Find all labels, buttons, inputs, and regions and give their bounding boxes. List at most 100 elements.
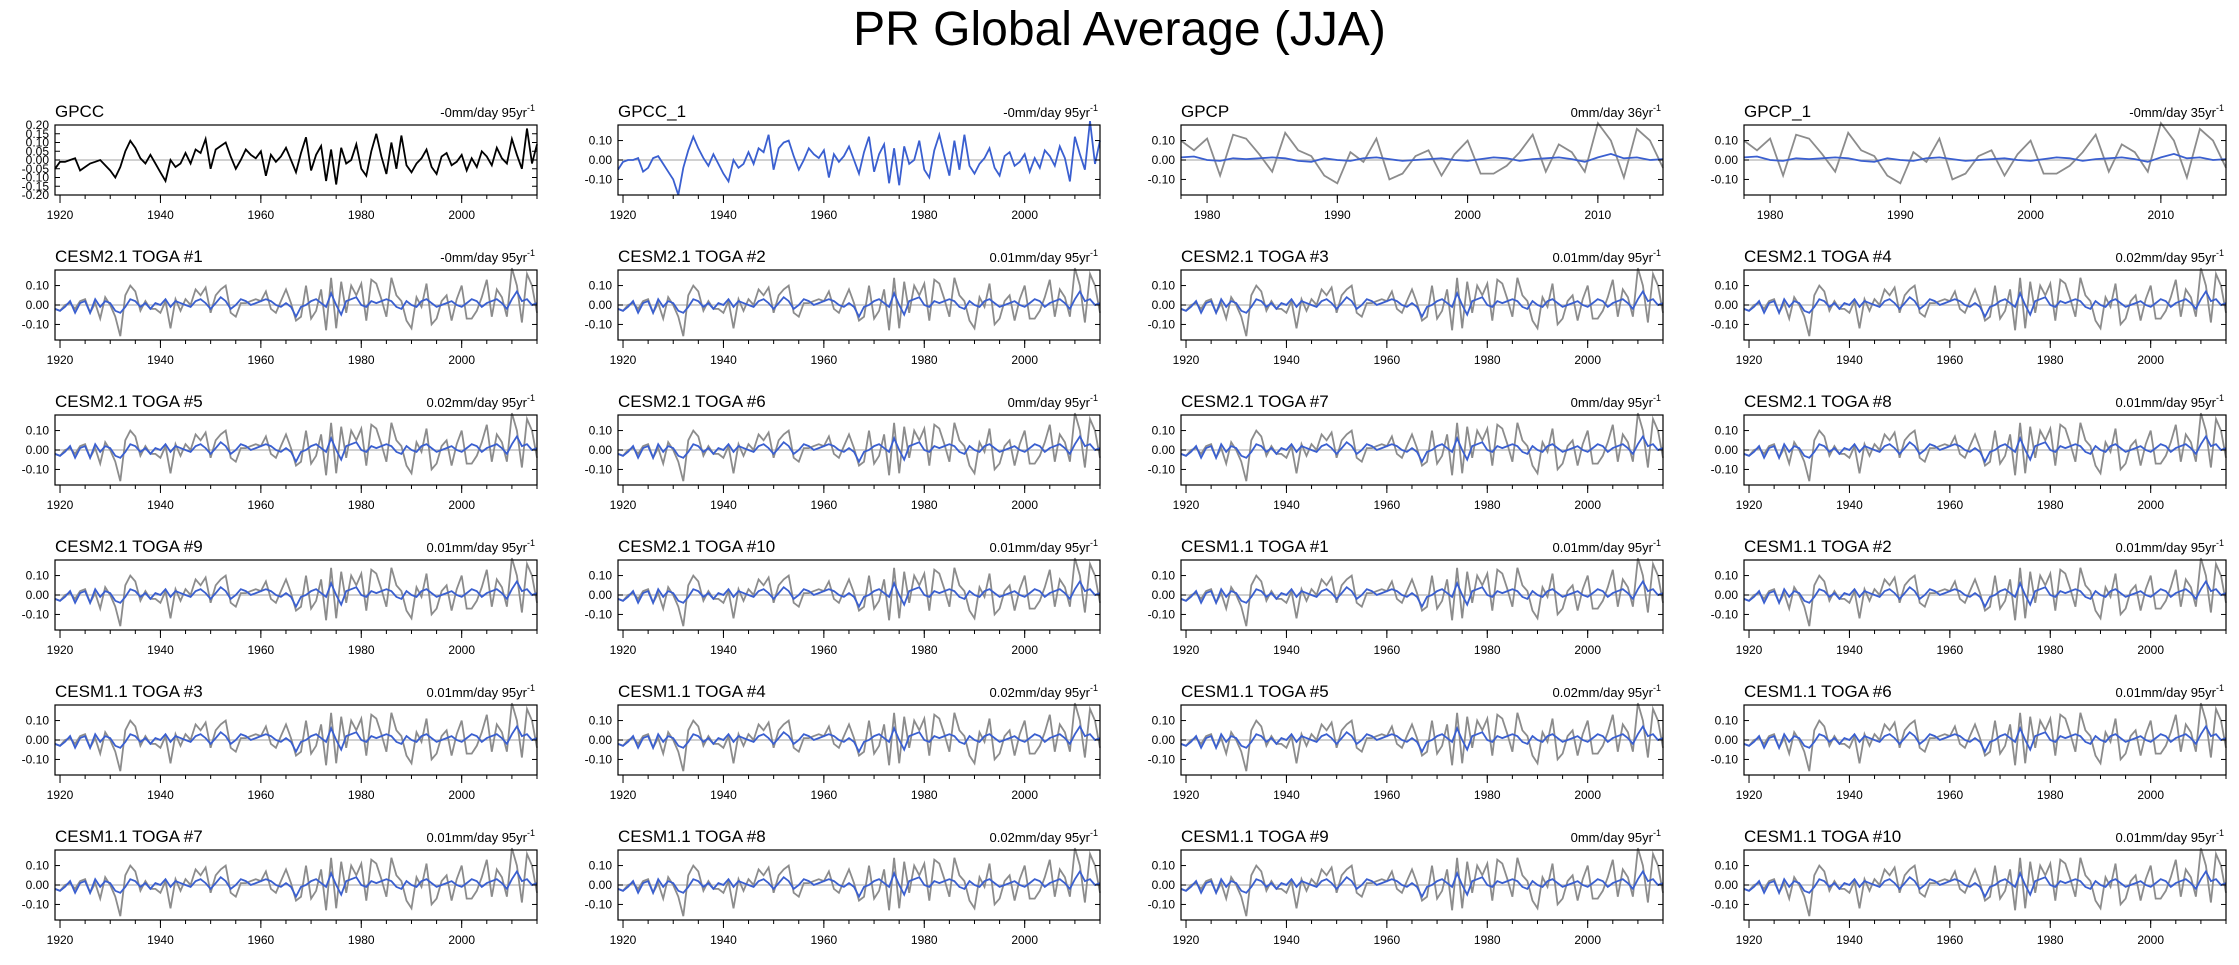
panel-label: CESM1.1 TOGA #6: [1744, 682, 1892, 701]
panel-label: CESM1.1 TOGA #1: [1181, 537, 1329, 556]
x-tick-label: 1960: [1937, 933, 1964, 947]
observed-series-line: [54, 128, 538, 185]
reference-series-line: [1743, 267, 2227, 337]
x-tick-label: 1920: [610, 933, 637, 947]
x-tick-label: 2010: [2148, 208, 2175, 222]
trend-value: 0.01mm/day 95yr: [990, 250, 1091, 265]
trend-value: 0.01mm/day 95yr: [1553, 250, 1654, 265]
panel-label: CESM2.1 TOGA #8: [1744, 392, 1892, 411]
panel: CESM1.1 TOGA #2 0.01mm/day 95yr-1 0.10 0.00…: [1711, 537, 2227, 657]
panel-label: GPCP_1: [1744, 102, 1811, 121]
y-tick-label: -0.10: [1711, 607, 1739, 621]
x-tick-label: 1990: [1887, 208, 1914, 222]
y-tick-label: -0.10: [1711, 897, 1739, 911]
y-tick-label: -0.05: [22, 162, 50, 176]
x-tick-label: 1940: [1836, 498, 1863, 512]
trend-value: 0.02mm/day 95yr: [427, 395, 528, 410]
trend-label: -0mm/day 35yr-1: [2129, 103, 2224, 120]
trend-exponent: -1: [2216, 248, 2224, 258]
x-tick-label: 1920: [610, 208, 637, 222]
reference-series-line: [54, 412, 538, 482]
panel: CESM2.1 TOGA #6 0mm/day 95yr-1 0.10 0.00 -0.…: [585, 392, 1101, 512]
y-tick-label: -0.20: [22, 188, 50, 202]
panel: CESM1.1 TOGA #3 0.01mm/day 95yr-1 0.10 0.00…: [22, 682, 538, 802]
x-tick-label: 1940: [147, 208, 174, 222]
x-tick-label: 1920: [610, 353, 637, 367]
x-tick-label: 1980: [348, 933, 375, 947]
trend-exponent: -1: [1653, 683, 1661, 693]
x-tick-label: 1920: [1736, 498, 1763, 512]
y-tick-label: -0.10: [1148, 172, 1176, 186]
x-tick-label: 2000: [2137, 353, 2164, 367]
x-tick-label: 1940: [147, 353, 174, 367]
x-tick-label: 1980: [348, 353, 375, 367]
y-tick-label: 0.00: [1152, 443, 1176, 457]
y-tick-label: 0.10: [26, 279, 50, 293]
x-tick-label: 1940: [1836, 643, 1863, 657]
y-tick-label: 0.00: [26, 588, 50, 602]
panel-label: CESM2.1 TOGA #2: [618, 247, 766, 266]
model-series-line: [1743, 434, 2227, 464]
x-tick-label: 2010: [1585, 208, 1612, 222]
y-tick-label: 0.20: [26, 118, 50, 132]
trend-label: 0mm/day 36yr-1: [1571, 103, 1661, 120]
y-tick-label: 0.10: [1152, 134, 1176, 148]
panel-label: CESM2.1 TOGA #4: [1744, 247, 1892, 266]
panel-label: CESM2.1 TOGA #10: [618, 537, 775, 556]
trend-label: 0.01mm/day 95yr-1: [2116, 538, 2224, 555]
y-tick-label: 0.00: [1152, 733, 1176, 747]
x-tick-label: 1960: [248, 788, 275, 802]
reference-series-line: [617, 702, 1101, 772]
y-tick-label: -0.10: [585, 172, 613, 186]
x-tick-label: 1940: [1273, 788, 1300, 802]
y-tick-label: -0.10: [585, 462, 613, 476]
trend-label: 0mm/day 95yr-1: [1571, 393, 1661, 410]
trend-label: -0mm/day 95yr-1: [440, 248, 535, 265]
model-series-line: [54, 724, 538, 754]
trend-label: 0.02mm/day 95yr-1: [990, 683, 1098, 700]
x-tick-label: 1920: [610, 498, 637, 512]
x-tick-label: 1940: [710, 208, 737, 222]
y-tick-label: 0.00: [26, 153, 50, 167]
y-tick-label: 0.10: [1715, 279, 1739, 293]
x-tick-label: 1960: [1937, 498, 1964, 512]
model-series-line: [1180, 152, 1664, 163]
x-tick-label: 2000: [1454, 208, 1481, 222]
model-series-line: [1743, 579, 2227, 609]
y-tick-label: 0.00: [26, 733, 50, 747]
trend-label: -0mm/day 95yr-1: [1003, 103, 1098, 120]
y-tick-label: 0.10: [26, 569, 50, 583]
panel: CESM1.1 TOGA #4 0.02mm/day 95yr-1 0.10 0.00…: [585, 682, 1101, 802]
x-tick-label: 1960: [1374, 643, 1401, 657]
trend-label: 0.01mm/day 95yr-1: [2116, 683, 2224, 700]
y-tick-label: 0.10: [589, 569, 613, 583]
trend-value: 0.01mm/day 95yr: [427, 830, 528, 845]
x-tick-label: 1980: [1474, 353, 1501, 367]
x-tick-label: 1980: [911, 498, 938, 512]
model-series-line: [617, 434, 1101, 464]
y-tick-label: 0.00: [589, 588, 613, 602]
x-tick-label: 1940: [1273, 353, 1300, 367]
panel-label: CESM2.1 TOGA #3: [1181, 247, 1329, 266]
y-tick-label: 0.00: [1715, 153, 1739, 167]
trend-exponent: -1: [2216, 103, 2224, 113]
y-tick-label: -0.10: [22, 171, 50, 185]
x-tick-label: 1960: [811, 498, 838, 512]
panel-label: CESM2.1 TOGA #7: [1181, 392, 1329, 411]
x-tick-label: 1960: [248, 933, 275, 947]
x-tick-label: 2000: [448, 208, 475, 222]
y-tick-label: -0.10: [585, 752, 613, 766]
model-series-line: [1180, 579, 1664, 609]
x-tick-label: 2000: [1011, 208, 1038, 222]
y-tick-label: 0.10: [26, 714, 50, 728]
x-tick-label: 1980: [1474, 788, 1501, 802]
trend-value: 0.01mm/day 95yr: [2116, 685, 2217, 700]
x-tick-label: 2000: [448, 498, 475, 512]
y-tick-label: -0.10: [22, 607, 50, 621]
panel-label: CESM1.1 TOGA #10: [1744, 827, 1901, 846]
trend-value: -0mm/day 95yr: [1003, 105, 1090, 120]
trend-label: 0mm/day 95yr-1: [1008, 393, 1098, 410]
panel-label: CESM1.1 TOGA #2: [1744, 537, 1892, 556]
model-series-line: [1180, 869, 1664, 899]
